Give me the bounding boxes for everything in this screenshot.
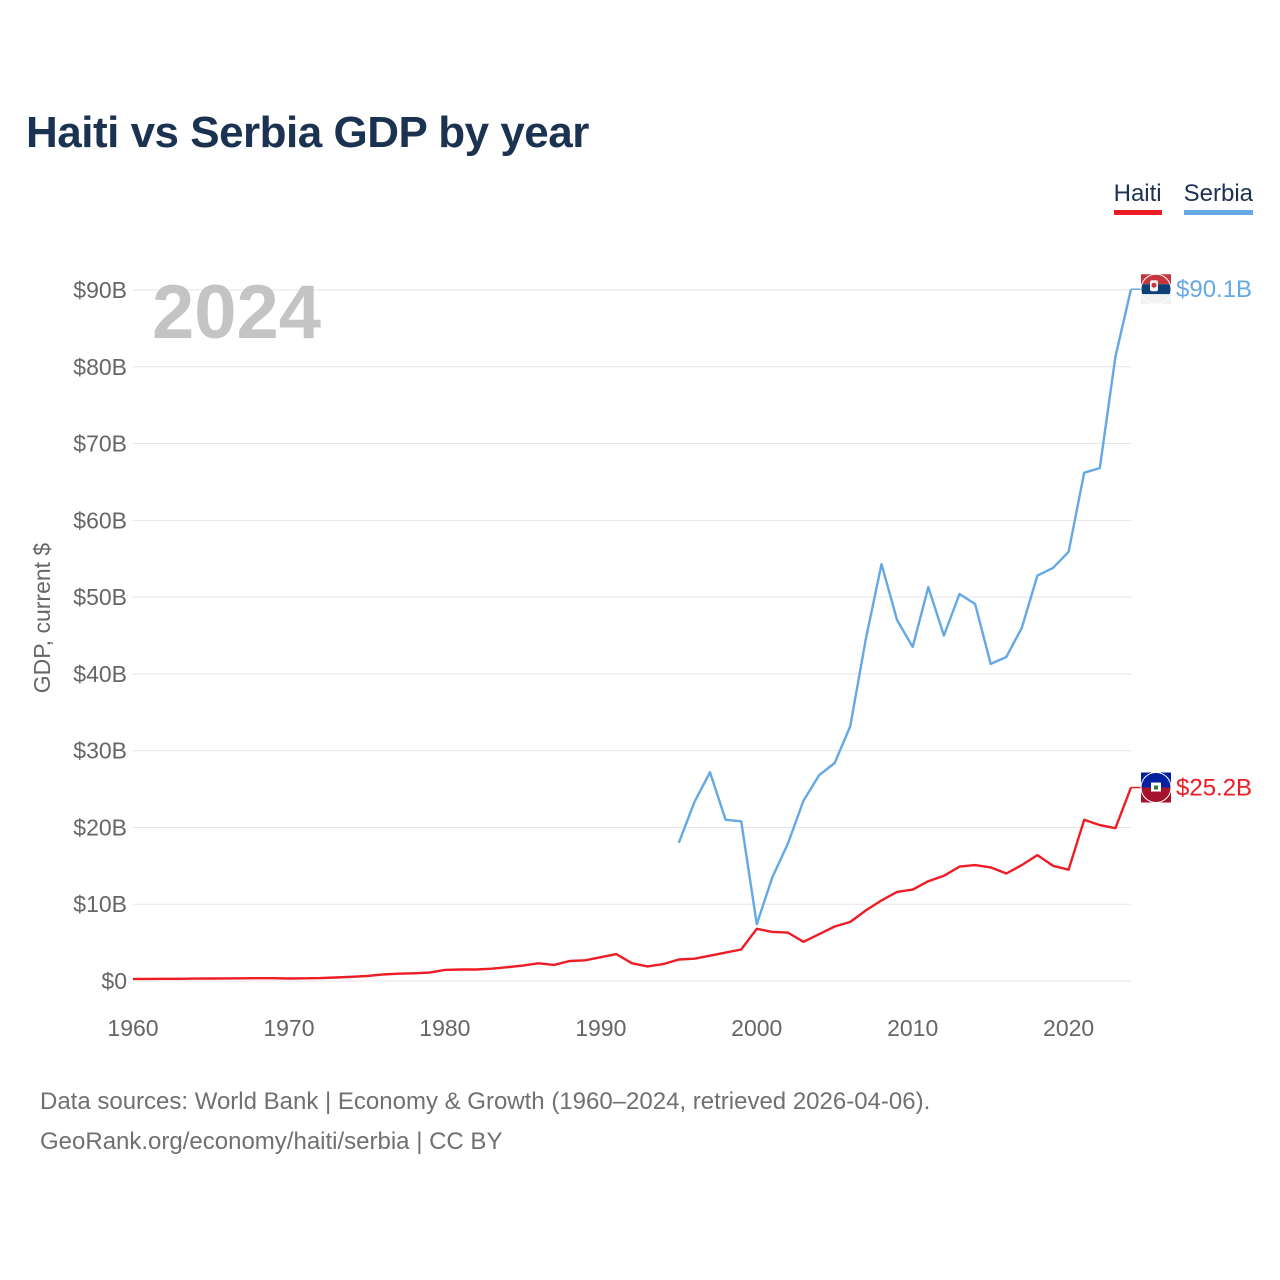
y-axis-ticks: $0 $10B $20B $30B $40B $50B $60B $70B $80B $90B [73,277,127,994]
y-tick-label: $50B [73,584,127,610]
series-lines [133,288,1133,981]
serbia-flag-icon [1140,273,1172,305]
x-tick-label: 2000 [731,1015,782,1041]
y-tick-label: $10B [73,891,127,917]
grid-lines [133,289,1131,982]
haiti-flag-icon [1140,772,1172,804]
x-tick-label: 1960 [107,1015,158,1041]
y-tick-label: $80B [73,354,127,380]
legend: Haiti Serbia [1113,180,1253,215]
end-value-label-serbia: $90.1B [1176,276,1252,303]
x-axis-ticks: 1960 1970 1980 1990 2000 2010 2020 [107,1015,1094,1041]
y-tick-label: $20B [73,814,127,840]
end-value-label-haiti: $25.2B [1176,775,1252,802]
year-label: 2024 [152,270,321,355]
legend-item-haiti[interactable]: Haiti [1113,180,1162,215]
y-tick-label: $0 [101,968,127,994]
y-tick-label: $60B [73,507,127,533]
series-line-haiti [133,787,1133,981]
y-tick-label: $70B [73,431,127,457]
y-tick-label: $90B [73,277,127,303]
y-axis-label: GDP, current $ [29,543,55,694]
data-source-text: Data sources: World Bank | Economy & Gro… [40,1088,931,1115]
chart-title: Haiti vs Serbia GDP by year [26,108,589,157]
y-tick-label: $30B [73,738,127,764]
x-tick-label: 1990 [575,1015,626,1041]
x-tick-label: 1970 [263,1015,314,1041]
legend-item-serbia[interactable]: Serbia [1183,180,1253,215]
x-tick-label: 1980 [419,1015,470,1041]
y-tick-label: $40B [73,661,127,687]
x-tick-label: 2020 [1043,1015,1094,1041]
x-tick-label: 2010 [887,1015,938,1041]
series-line-serbia [677,288,1133,926]
source-url-text: GeoRank.org/economy/haiti/serbia | CC BY [40,1128,503,1155]
footer: Data sources: World Bank | Economy & Gro… [40,1082,930,1162]
end-markers: $25.2B $90.1B [1131,273,1252,804]
